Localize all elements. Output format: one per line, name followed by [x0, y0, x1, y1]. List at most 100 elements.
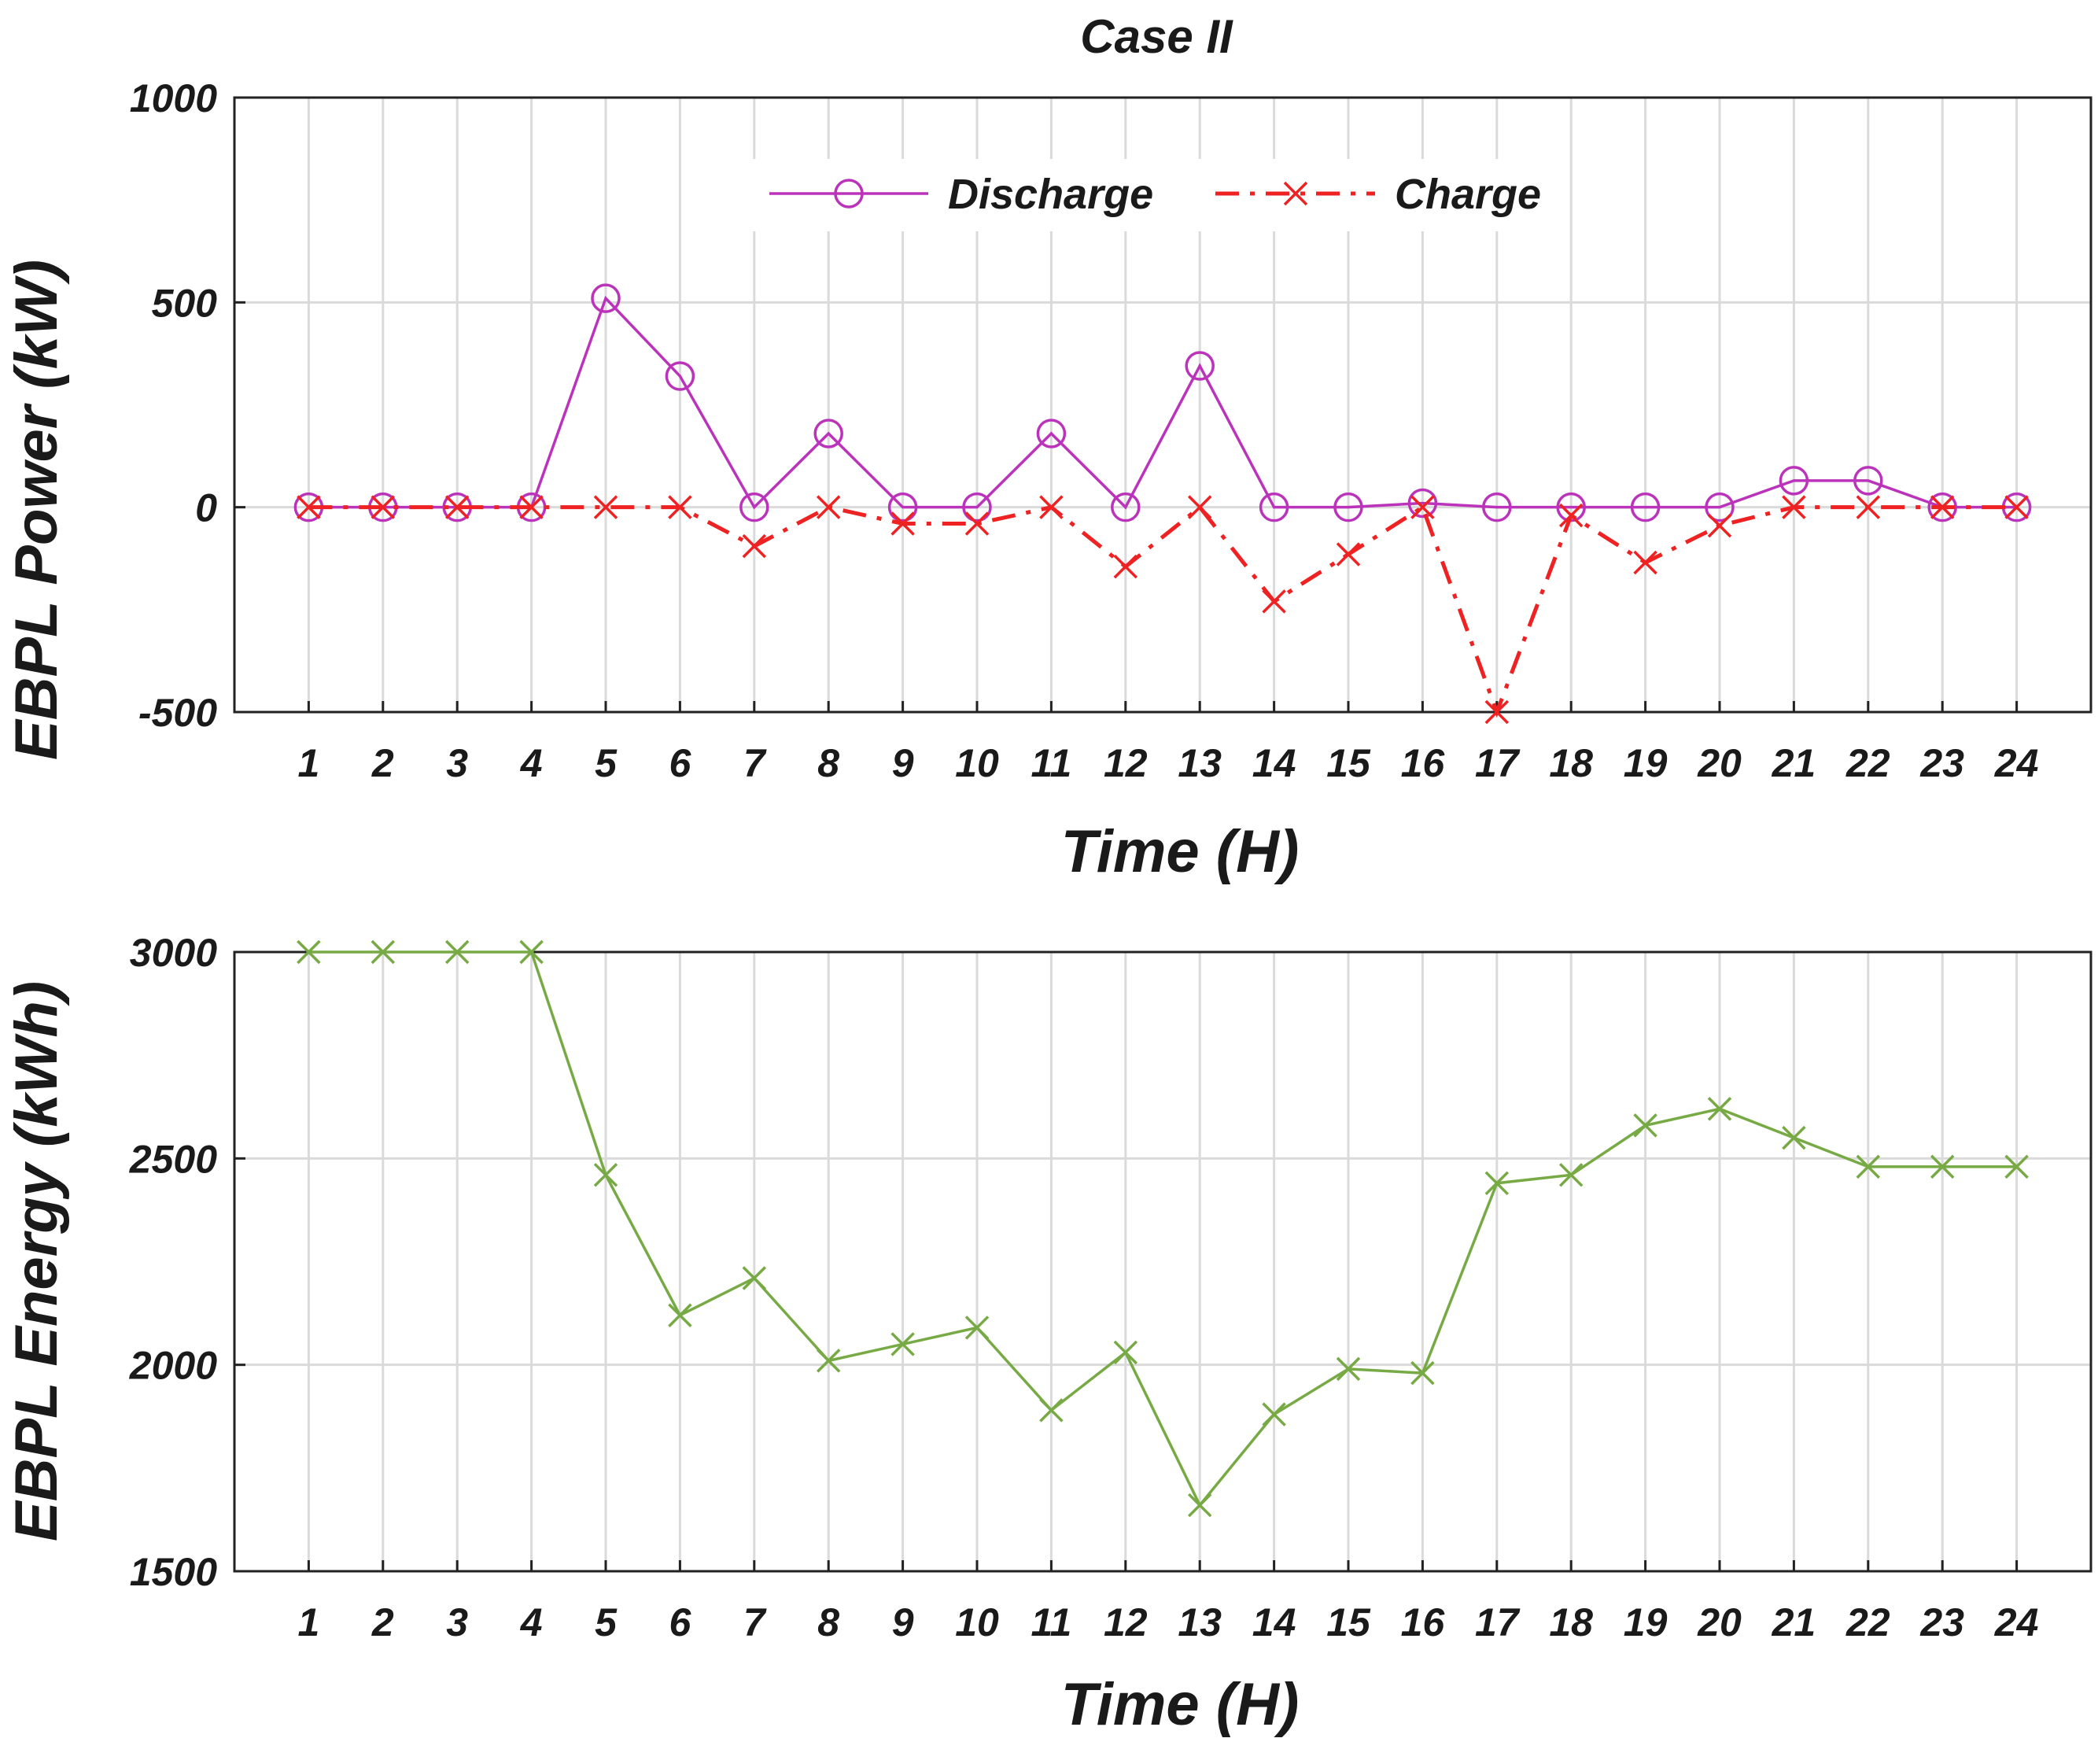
power-series-charge-point [742, 533, 767, 559]
power-chart-y-axis-label: EBPL Power (kW) [3, 260, 70, 760]
power-series-charge-point [1039, 495, 1064, 519]
power-x-tick-label: 21 [1772, 741, 1816, 785]
power-x-tick-label: 23 [1919, 741, 1964, 785]
energy-chart-y-axis-label: EBPL Energy (kWh) [3, 981, 70, 1541]
power-series-charge-point [1782, 495, 1806, 519]
power-y-tick-label: 500 [152, 281, 218, 325]
energy-series-energy-point [1113, 1340, 1138, 1365]
power-series-charge-point [1187, 495, 1212, 519]
energy-series-energy-point [519, 939, 544, 965]
power-series-discharge-point [813, 419, 843, 448]
power-series-charge-point [1336, 542, 1361, 566]
power-x-tick-label: 14 [1252, 741, 1296, 785]
energy-x-tick-label: 10 [955, 1600, 999, 1644]
power-series-charge-point [1262, 589, 1286, 614]
power-series-charge-point [2004, 495, 2029, 519]
power-series-discharge-point [1111, 492, 1141, 522]
energy-y-tick-label: 1500 [130, 1550, 217, 1594]
power-series-discharge-point [1259, 492, 1289, 522]
energy-series-energy-point [297, 939, 321, 965]
power-y-tick-label: 1000 [130, 76, 217, 120]
energy-series-energy-point [668, 1303, 692, 1327]
power-x-tick-label: 22 [1845, 741, 1890, 785]
power-x-tick-label: 10 [955, 741, 999, 785]
power-series-charge-point [668, 495, 692, 519]
power-x-tick-label: 4 [520, 741, 543, 785]
energy-series-energy-point [1782, 1125, 1806, 1150]
energy-x-tick-label: 1 [297, 1600, 319, 1644]
energy-chart-x-axis-label: Time (H) [1061, 1671, 1300, 1738]
power-series-charge-point [1484, 699, 1510, 725]
energy-series-energy-point [1633, 1113, 1657, 1138]
energy-series-energy-point [890, 1332, 915, 1356]
power-series-discharge-point [1705, 492, 1735, 522]
power-x-tick-label: 2 [371, 741, 394, 785]
power-chart: Time (H) EBPL Power (kW) 1 2 3 4 5 6 7 8 9 10 11 12… [3, 76, 2092, 885]
energy-series-energy-point [1707, 1097, 1732, 1121]
power-x-tick-label: 11 [1031, 741, 1071, 785]
legend-charge-marker [1283, 181, 1308, 206]
power-series-charge-point [964, 511, 990, 536]
power-series-charge-point [371, 495, 396, 519]
power-series-charge-point [1410, 495, 1435, 519]
energy-y-tick-label: 2500 [129, 1137, 217, 1181]
power-x-tick-label: 16 [1401, 741, 1446, 785]
power-x-tick-label: 7 [743, 741, 767, 785]
energy-x-tick-label: 6 [669, 1600, 691, 1644]
energy-series-energy-point [1856, 1154, 1881, 1179]
power-series-discharge-point [1333, 492, 1363, 522]
legend-discharge-marker [834, 179, 864, 209]
power-x-tick-label: 3 [446, 741, 468, 785]
power-series-charge-point [593, 495, 618, 519]
power-series-discharge-point [591, 283, 621, 313]
power-y-tick-label: -500 [138, 691, 217, 735]
power-series-charge-point [1633, 550, 1657, 575]
energy-series-energy-point [371, 939, 396, 965]
energy-x-tick-label: 14 [1252, 1600, 1296, 1644]
power-x-tick-label: 12 [1104, 741, 1148, 785]
power-series-discharge-point [1853, 466, 1883, 496]
power-series-discharge-point [887, 492, 918, 522]
energy-x-tick-label: 11 [1031, 1600, 1071, 1644]
legend-discharge-label: Discharge [948, 171, 1153, 218]
energy-x-tick-label: 16 [1401, 1600, 1446, 1644]
power-x-tick-label: 15 [1326, 741, 1371, 785]
energy-x-tick-label: 20 [1697, 1600, 1742, 1644]
energy-y-tick-label: 2000 [129, 1344, 217, 1388]
power-x-tick-label: 24 [1994, 741, 2039, 785]
power-x-tick-label: 13 [1178, 741, 1222, 785]
power-series-discharge-point [1036, 419, 1067, 448]
power-series-charge-point [1113, 554, 1138, 579]
power-x-tick-label: 5 [595, 741, 618, 785]
energy-x-tick-label: 2 [371, 1600, 394, 1644]
power-x-tick-label: 19 [1624, 741, 1668, 785]
energy-series-energy-point [964, 1316, 990, 1340]
power-series-discharge-point [1482, 492, 1512, 522]
energy-x-tick-label: 7 [743, 1600, 767, 1644]
energy-x-tick-label: 19 [1624, 1600, 1668, 1644]
power-series-charge-point [297, 495, 321, 519]
power-series-discharge-point [739, 492, 769, 522]
energy-series-energy-point [1930, 1154, 1955, 1179]
power-series-charge-point [816, 495, 841, 519]
power-series-charge-line [308, 504, 2017, 718]
energy-x-tick-label: 24 [1994, 1600, 2039, 1644]
energy-x-tick-label: 4 [520, 1600, 543, 1644]
power-series-charge-point [1707, 513, 1732, 538]
chart-title: Case II [1080, 10, 1233, 63]
energy-x-tick-label: 9 [892, 1600, 914, 1644]
legend: Discharge Charge [751, 159, 1565, 231]
energy-x-tick-label: 22 [1845, 1600, 1890, 1644]
energy-series-energy-point [1410, 1360, 1435, 1386]
power-x-tick-label: 6 [669, 741, 691, 785]
energy-series-energy-point [2004, 1154, 2029, 1179]
power-plot-frame [233, 96, 2092, 714]
energy-x-tick-label: 13 [1178, 1600, 1222, 1644]
energy-x-tick-label: 15 [1326, 1600, 1371, 1644]
power-series-discharge-point [1407, 488, 1438, 518]
power-series-discharge-point [1630, 492, 1661, 522]
power-series-charge-point [519, 495, 544, 519]
power-x-tick-label: 17 [1475, 741, 1521, 785]
